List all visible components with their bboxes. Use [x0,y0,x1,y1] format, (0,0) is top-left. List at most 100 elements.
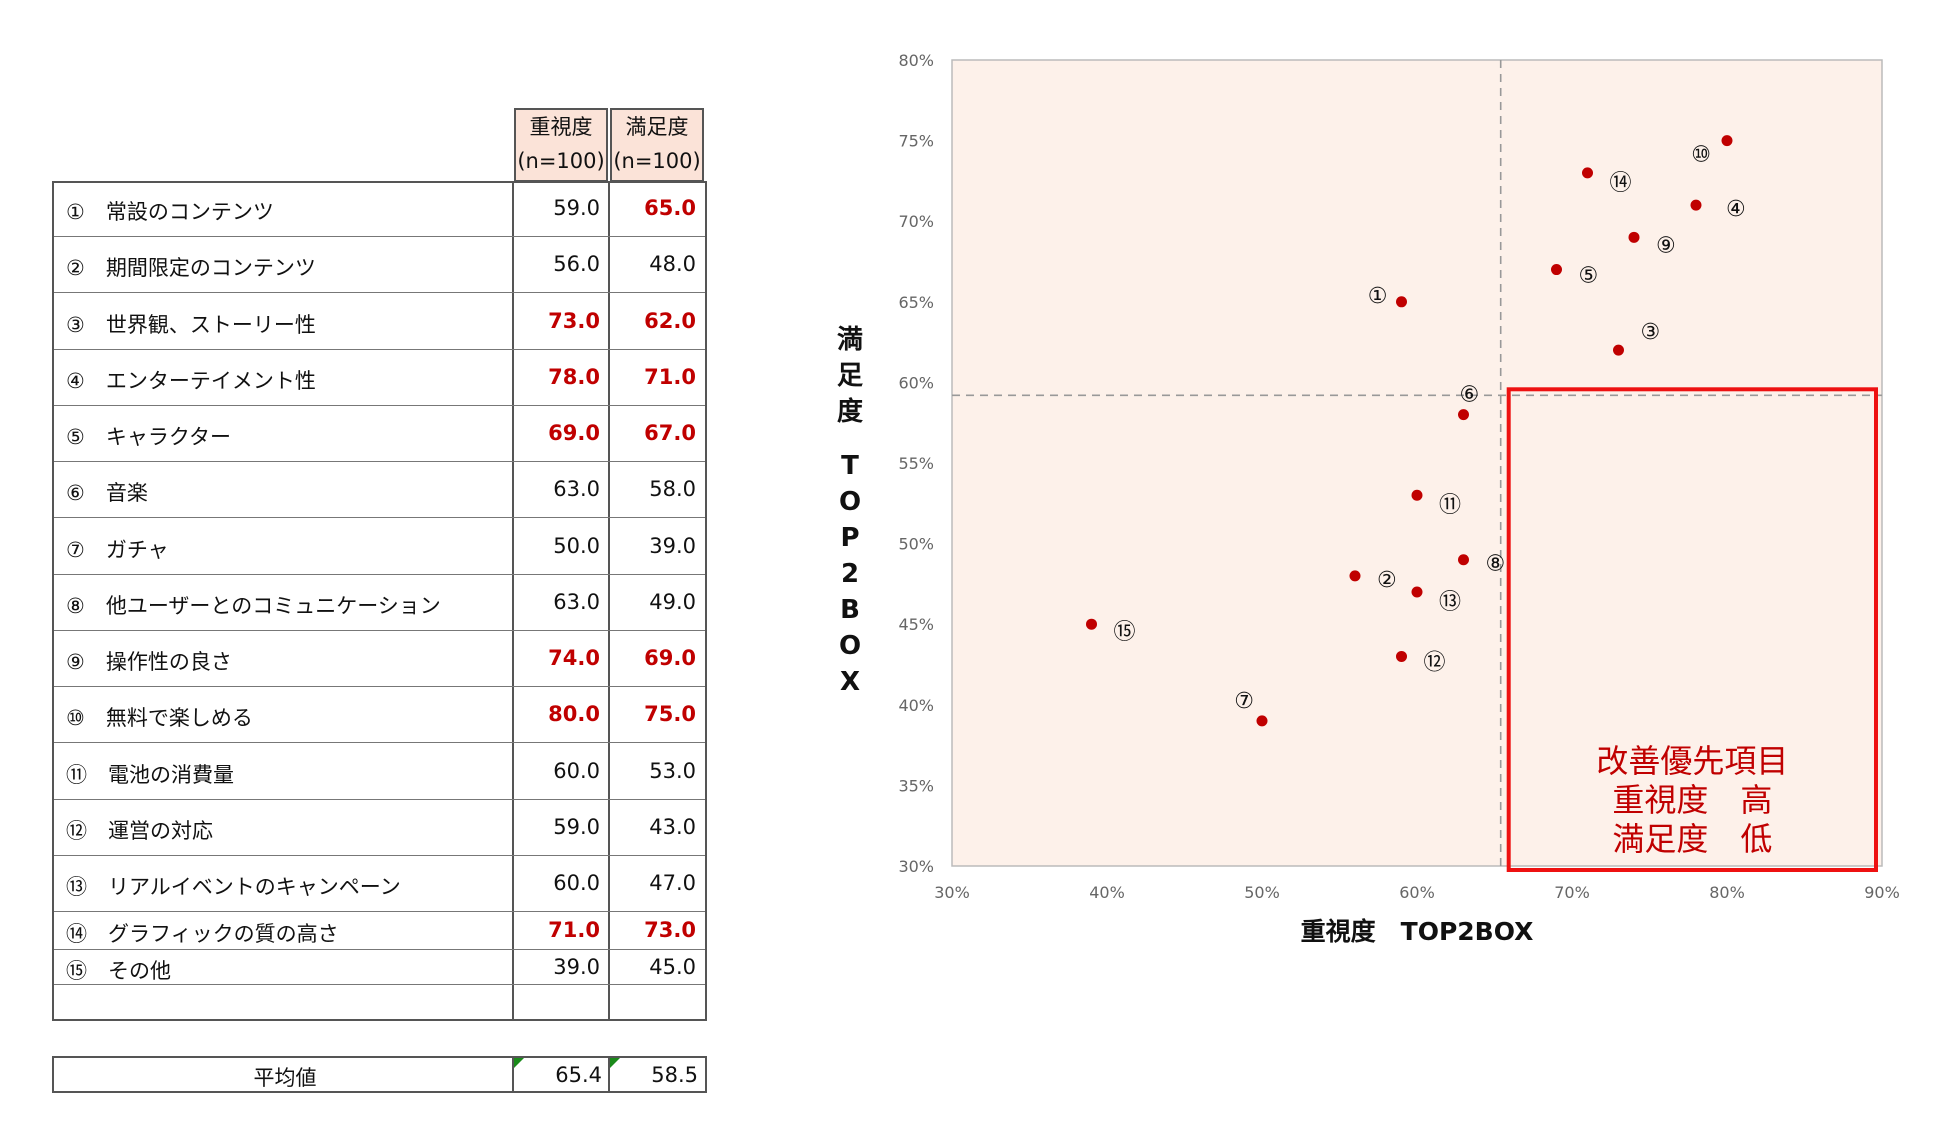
point-label: ⑥ [1460,383,1480,408]
priority-annotation: 重視度 高 [1612,781,1772,819]
y-axis-title-char: X [840,667,860,697]
y-axis-title-char: 満 [837,325,863,355]
data-point [1396,296,1407,308]
row-label: ⑮ その他 [66,959,171,983]
data-point [1411,489,1423,501]
satisfaction-value: 65.0 [644,196,696,220]
priority-annotation: 改善優先項目 [1596,742,1788,780]
y-axis-title-char: O [839,631,861,661]
importance-value: 59.0 [553,196,600,220]
header-satisfaction: 満足度 (n=100) [610,108,704,182]
satisfaction-value: 75.0 [644,702,696,726]
table-row: ⑧ 他ユーザーとのコミュニケーション 63.0 49.0 [54,575,705,631]
y-tick-label: 65% [898,293,934,312]
satisfaction-value: 69.0 [644,646,696,670]
header-importance: 重視度 (n=100) [514,108,608,182]
importance-value: 50.0 [553,534,600,558]
average-importance: 65.4 [555,1063,602,1087]
data-point [1628,231,1640,243]
importance-value: 80.0 [548,702,600,726]
data-table: 重視度 (n=100) 満足度 (n=100) ① 常設のコンテンツ 59.0 65… [0,0,760,1125]
header-satisfaction-n: (n=100) [613,149,701,173]
plot-area [951,59,1883,867]
row-label: ⑦ ガチャ [66,538,169,562]
average-label: 平均値 [253,1066,317,1090]
table-row: ⑥ 音楽 63.0 58.0 [54,462,705,518]
y-axis-title-char: O [839,487,861,517]
point-label: ⑤ [1579,264,1599,289]
satisfaction-value: 58.0 [649,477,696,501]
y-tick-label: 70% [898,212,934,231]
x-tick-label: 90% [1864,883,1900,902]
cell-marker-icon [610,1058,620,1068]
row-label: ⑥ 音楽 [66,481,148,505]
satisfaction-value: 48.0 [649,252,696,276]
data-point [1721,135,1733,147]
table-row: ⑩ 無料で楽しめる 80.0 75.0 [54,687,705,743]
data-point [1256,715,1268,727]
table-row: ③ 世界観、ストーリー性 73.0 62.0 [54,293,705,350]
priority-box [1506,387,1878,872]
header-satisfaction-label: 満足度 [625,115,689,139]
satisfaction-value: 73.0 [644,918,696,942]
y-axis-title-char: 足 [837,361,863,391]
table-row: ⑦ ガチャ 50.0 39.0 [54,518,705,575]
table-row: ② 期間限定のコンテンツ 56.0 48.0 [54,237,705,293]
satisfaction-value: 47.0 [649,871,696,895]
table-row: ⑨ 操作性の良さ 74.0 69.0 [54,631,705,687]
point-label: ⑫ [1424,650,1446,675]
y-axis-title-char: B [840,595,860,625]
data-point [1613,344,1624,356]
point-label: ③ [1641,320,1661,345]
y-tick-label: 80% [898,51,934,70]
importance-value: 39.0 [553,955,600,979]
table-row: ⑭ グラフィックの質の高さ 71.0 73.0 [54,912,705,950]
importance-value: 71.0 [548,918,600,942]
x-tick-label: 40% [1089,883,1125,902]
importance-value: 63.0 [553,590,600,614]
column-divider [608,1058,610,1091]
header-importance-n: (n=100) [517,149,605,173]
importance-value: 63.0 [553,477,600,501]
data-point [1349,570,1361,582]
row-label: ④ エンターテイメント性 [66,369,316,393]
y-tick-label: 40% [898,696,934,715]
data-point [1458,554,1469,566]
point-label: ⑭ [1610,171,1632,196]
y-tick-label: 35% [898,776,934,795]
column-divider [608,181,610,1021]
row-label: ⑭ グラフィックの質の高さ [66,922,339,946]
y-tick-label: 55% [898,454,934,473]
satisfaction-value: 53.0 [649,759,696,783]
x-axis-title: 重視度 TOP2BOX [1301,917,1534,946]
row-label: ⑫ 運営の対応 [66,819,213,843]
table-row: ④ エンターテイメント性 78.0 71.0 [54,350,705,406]
data-point [1582,167,1593,179]
average-row: 平均値 65.4 58.5 [52,1056,707,1093]
point-label: ⑬ [1439,590,1461,615]
y-tick-label: 60% [898,373,934,392]
x-tick-label: 50% [1244,883,1280,902]
importance-value: 69.0 [548,421,600,445]
satisfaction-value: 43.0 [649,815,696,839]
satisfaction-value: 67.0 [644,421,696,445]
x-tick-label: 30% [934,883,970,902]
x-tick-label: 70% [1554,883,1590,902]
average-satisfaction: 58.5 [651,1063,698,1087]
y-axis-title-char: 度 [837,396,863,427]
data-point [1458,409,1469,421]
table-row: ⑤ キャラクター 69.0 67.0 [54,406,705,462]
column-divider [512,181,514,1021]
header-importance-label: 重視度 [529,115,593,139]
table-row: ⑮ その他 39.0 45.0 [54,950,705,985]
data-point [1690,199,1702,211]
row-label: ③ 世界観、ストーリー性 [66,313,316,337]
point-label: ⑮ [1114,620,1136,645]
satisfaction-value: 49.0 [649,590,696,614]
table-row: ⑪ 電池の消費量 60.0 53.0 [54,743,705,800]
importance-value: 78.0 [548,365,600,389]
importance-value: 74.0 [548,646,600,670]
importance-value: 56.0 [553,252,600,276]
table-frame [52,181,707,1021]
y-tick-label: 30% [898,857,934,876]
